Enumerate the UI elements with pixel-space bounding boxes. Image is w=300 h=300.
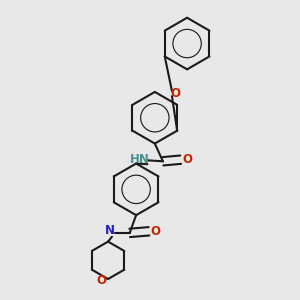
Text: HN: HN [129,153,149,166]
Text: N: N [105,224,115,238]
Text: O: O [182,153,192,166]
Text: O: O [97,274,106,286]
Text: O: O [151,225,160,238]
Text: O: O [171,87,181,100]
